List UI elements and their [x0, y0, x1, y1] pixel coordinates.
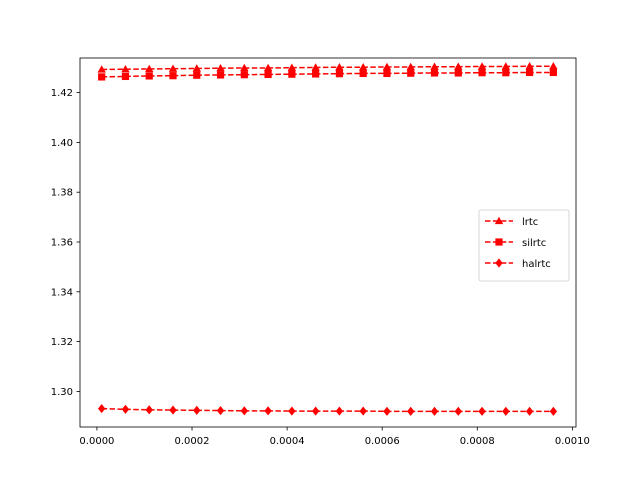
data-point-lrtc: [549, 62, 558, 70]
series-line-lrtc: [101, 65, 554, 71]
legend-label: halrtc: [522, 259, 551, 270]
legend-entry-halrtc: halrtc: [485, 258, 551, 270]
series-halrtc: [98, 403, 558, 416]
data-point-lrtc: [216, 64, 225, 72]
data-point-silrtc: [478, 69, 486, 77]
data-point-silrtc: [383, 69, 391, 78]
data-point-halrtc: [478, 406, 486, 416]
data-point-halrtc: [335, 406, 344, 416]
data-point-halrtc: [311, 406, 320, 416]
data-point-halrtc: [145, 405, 153, 415]
data-point-lrtc: [311, 63, 320, 71]
series-layer: [97, 62, 558, 416]
legend: lrtc silrtc halrtc: [478, 209, 570, 282]
data-point-halrtc: [359, 406, 367, 416]
data-point-lrtc: [335, 63, 344, 71]
y-tick-label: 1.34: [51, 287, 73, 298]
data-point-silrtc: [454, 69, 462, 77]
data-point-silrtc: [407, 69, 415, 77]
y-tick-label: 1.38: [51, 188, 73, 199]
data-point-silrtc: [264, 70, 272, 79]
data-point-lrtc: [454, 62, 463, 70]
data-point-halrtc: [288, 406, 296, 416]
data-point-halrtc: [240, 406, 248, 416]
data-point-silrtc: [98, 73, 106, 81]
x-tick-label: 0.0008: [460, 436, 495, 447]
data-point-lrtc: [121, 65, 130, 73]
data-point-halrtc: [216, 405, 225, 416]
x-tick-label: 0.0010: [555, 436, 590, 447]
series-line-halrtc: [101, 407, 554, 413]
data-point-lrtc: [263, 63, 273, 72]
data-point-lrtc: [287, 63, 297, 71]
data-point-silrtc: [240, 71, 248, 79]
data-point-lrtc: [97, 65, 106, 73]
data-point-silrtc: [335, 70, 344, 78]
data-point-halrtc: [264, 406, 272, 416]
series-lrtc: [97, 62, 558, 73]
data-point-lrtc: [145, 64, 154, 73]
data-point-silrtc: [430, 69, 439, 77]
y-axis-ticks: 1.30 1.32 1.34 1.36 1.38 1.40 1.42: [51, 88, 80, 398]
data-point-lrtc: [168, 64, 178, 72]
data-point-halrtc: [549, 406, 558, 416]
legend-label: lrtc: [522, 217, 538, 228]
y-tick-label: 1.32: [51, 337, 73, 348]
series-silrtc: [98, 68, 557, 81]
data-point-silrtc: [193, 71, 201, 79]
data-point-silrtc: [312, 70, 320, 78]
data-point-silrtc: [549, 68, 557, 77]
data-point-halrtc: [407, 406, 415, 416]
data-point-silrtc: [169, 72, 177, 80]
data-point-silrtc: [288, 70, 296, 78]
data-point-halrtc: [193, 405, 201, 415]
data-point-halrtc: [430, 406, 439, 416]
axes-frame: [79, 57, 577, 428]
data-point-halrtc: [121, 404, 130, 414]
data-point-lrtc: [406, 62, 415, 71]
legend-marker: [495, 258, 503, 268]
data-point-lrtc: [430, 62, 439, 70]
legend-entry-silrtc: silrtc: [485, 238, 546, 249]
data-point-silrtc: [121, 72, 130, 81]
x-axis-ticks: 0.0000 0.0002 0.0004 0.0006 0.0008 0.0010: [79, 427, 590, 447]
data-point-halrtc: [454, 406, 462, 416]
data-point-lrtc: [382, 62, 392, 71]
data-point-lrtc: [501, 62, 511, 70]
data-point-halrtc: [98, 403, 106, 414]
data-point-silrtc: [145, 72, 153, 80]
data-point-lrtc: [525, 62, 534, 70]
data-point-silrtc: [525, 68, 534, 77]
x-tick-label: 0.0004: [270, 436, 305, 447]
y-tick-label: 1.40: [51, 138, 73, 149]
legend-marker: [495, 238, 503, 246]
data-point-lrtc: [358, 63, 368, 71]
legend-entry-lrtc: lrtc: [485, 216, 538, 228]
data-point-halrtc: [169, 405, 177, 415]
x-tick-label: 0.0006: [365, 436, 400, 447]
x-tick-label: 0.0000: [79, 436, 114, 447]
x-tick-label: 0.0002: [175, 436, 210, 447]
data-point-silrtc: [359, 69, 367, 78]
legend-marker: [494, 216, 504, 225]
legend-label: silrtc: [522, 238, 546, 249]
data-point-silrtc: [216, 71, 225, 79]
y-tick-label: 1.42: [51, 88, 73, 99]
data-point-halrtc: [525, 406, 534, 416]
data-point-lrtc: [240, 63, 249, 72]
y-tick-label: 1.36: [51, 238, 73, 249]
data-point-lrtc: [192, 64, 201, 72]
data-point-silrtc: [502, 69, 510, 77]
data-point-halrtc: [383, 406, 391, 416]
y-tick-label: 1.30: [51, 387, 73, 398]
data-point-halrtc: [502, 406, 510, 416]
series-line-silrtc: [101, 71, 554, 78]
data-point-lrtc: [477, 62, 487, 70]
